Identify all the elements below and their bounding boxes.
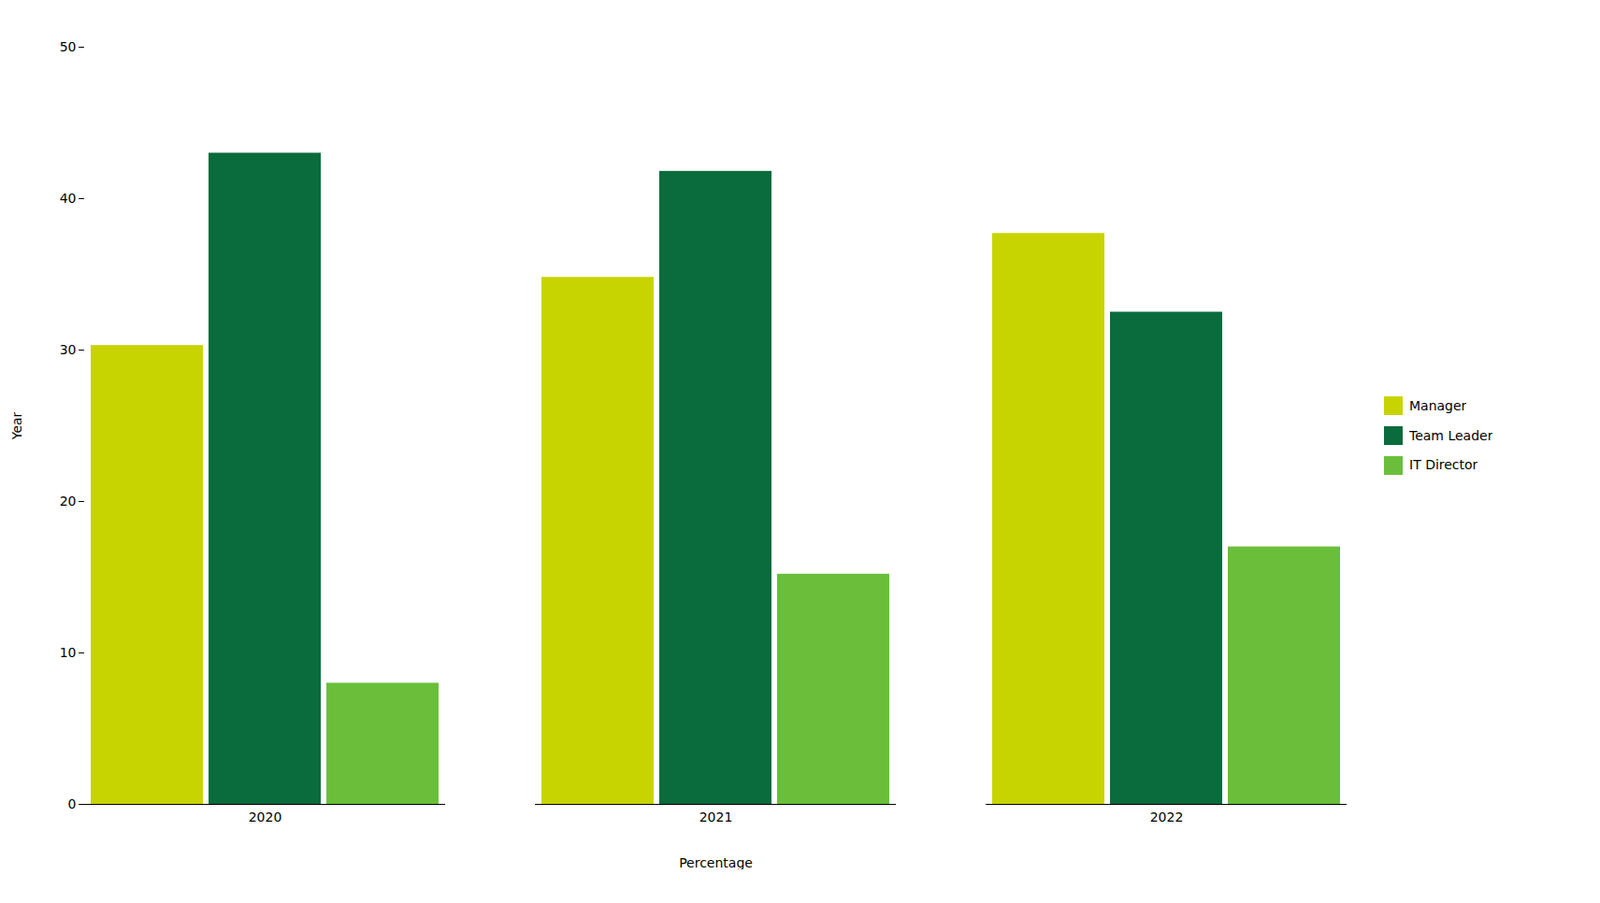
html-text:Team Leader: Team Leader (1409, 427, 1493, 443)
html-text:IT Director: IT Director (1409, 457, 1478, 473)
svg-text:0: 0 (68, 796, 77, 812)
html-text:Manager: Manager (1409, 398, 1467, 414)
svg-text:Year: Year (9, 411, 25, 441)
svg-text:10: 10 (59, 645, 77, 661)
svg-text:40: 40 (59, 190, 77, 206)
svg-text:Percentage: Percentage (678, 855, 753, 871)
svg-text:20: 20 (59, 493, 77, 509)
svg-text:30: 30 (59, 342, 77, 358)
svg-text:50: 50 (59, 39, 77, 55)
svg-text:2020: 2020 (248, 809, 283, 825)
svg-text:2022: 2022 (1150, 809, 1184, 825)
svg-text:2021: 2021 (699, 809, 734, 825)
